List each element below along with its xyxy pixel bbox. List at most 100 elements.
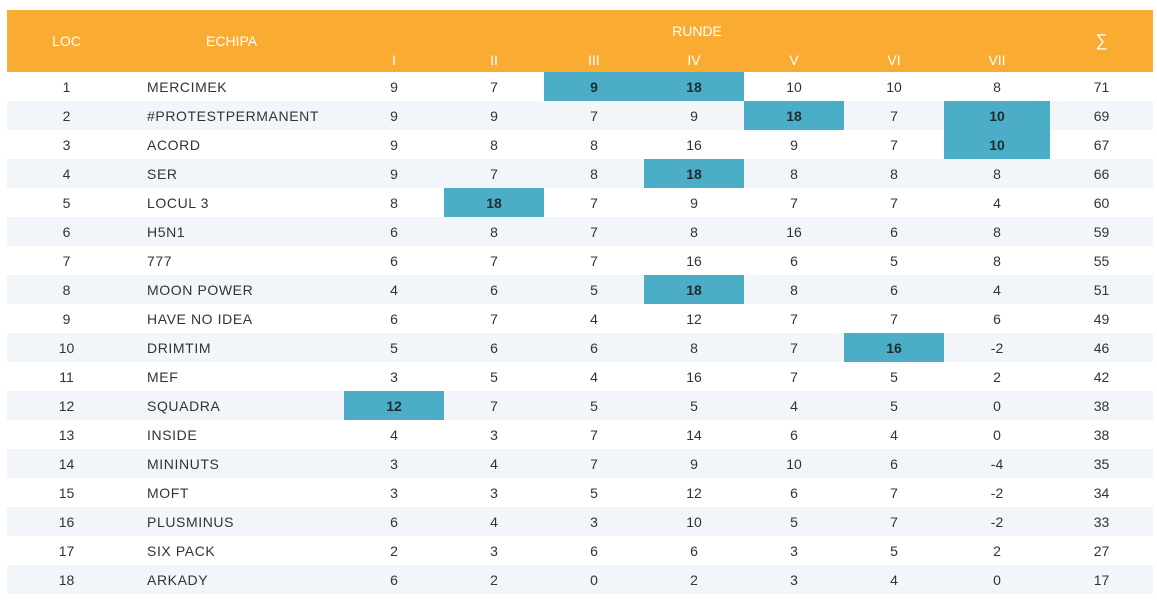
score-cell-round-1: 9 — [344, 72, 444, 101]
score-cell-round-6: 5 — [844, 391, 944, 420]
rank-cell: 12 — [7, 391, 126, 420]
score-cell-round-5: 6 — [744, 420, 844, 449]
team-cell: MOON POWER — [126, 275, 344, 304]
table-row: 10 DRIMTIM 5 6 6 8 7 16 -2 46 — [7, 333, 1154, 362]
total-cell: 49 — [1050, 304, 1154, 333]
table-row: 2 #PROTESTPERMANENT 9 9 7 9 18 7 10 69 — [7, 101, 1154, 130]
score-cell-round-3: 8 — [544, 159, 644, 188]
header-sum[interactable]: ∑ — [1050, 10, 1154, 72]
team-name: MOON POWER — [147, 281, 254, 298]
table-row: 17 SIX PACK 2 3 6 6 3 5 2 27 — [7, 536, 1154, 565]
score-cell-round-1: 9 — [344, 101, 444, 130]
score-cell-round-1: 3 — [344, 478, 444, 507]
total-cell: 69 — [1050, 101, 1154, 130]
total-cell: 55 — [1050, 246, 1154, 275]
score-cell-round-5: 18 — [744, 101, 844, 130]
total-cell: 38 — [1050, 391, 1154, 420]
score-cell-round-5: 4 — [744, 391, 844, 420]
table-row: 6 H5N1 6 8 7 8 16 6 8 59 — [7, 217, 1154, 246]
table-row: 1 MERCIMEK 9 7 9 18 10 10 8 71 — [7, 72, 1154, 101]
score-cell-round-2: 7 — [444, 391, 544, 420]
header-round-2[interactable]: II — [444, 39, 544, 72]
team-name: DRIMTIM — [147, 339, 212, 356]
score-cell-round-5: 9 — [744, 130, 844, 159]
score-cell-round-4: 5 — [644, 391, 744, 420]
team-name: SER — [147, 165, 178, 182]
score-cell-round-5: 7 — [744, 188, 844, 217]
header-loc[interactable]: LOC — [7, 10, 126, 72]
total-cell: 67 — [1050, 130, 1154, 159]
team-name: PLUSMINUS — [147, 513, 235, 530]
table-row: 13 INSIDE 4 3 7 14 6 4 0 38 — [7, 420, 1154, 449]
header-round-7[interactable]: VII — [944, 39, 1051, 72]
score-cell-round-1: 5 — [344, 333, 444, 362]
team-name: ACORD — [147, 136, 201, 153]
table-row: 3 ACORD 9 8 8 16 9 7 10 67 — [7, 130, 1154, 159]
score-cell-round-3: 0 — [544, 565, 644, 594]
score-cell-round-7: 8 — [944, 72, 1051, 101]
score-cell-round-4: 18 — [644, 72, 744, 101]
score-cell-round-5: 7 — [744, 333, 844, 362]
score-cell-round-7: 0 — [944, 565, 1051, 594]
total-cell: 51 — [1050, 275, 1154, 304]
team-name: INSIDE — [147, 426, 198, 443]
table-row: 16 PLUSMINUS 6 4 3 10 5 7 -2 33 — [7, 507, 1154, 536]
score-cell-round-7: 2 — [944, 362, 1051, 391]
table-body: 1 MERCIMEK 9 7 9 18 10 10 8 71 2 #PROTESTPERMANENT 9… — [7, 72, 1154, 594]
standings-table: LOC ECHIPA RUNDE ∑ I II III IV V VI VII 1 MERCI… — [7, 10, 1154, 594]
header-round-1[interactable]: I — [344, 39, 444, 72]
score-cell-round-1: 9 — [344, 130, 444, 159]
team-cell: SQUADRA — [126, 391, 344, 420]
team-name: ARKADY — [147, 571, 209, 588]
score-cell-round-4: 9 — [644, 188, 744, 217]
rank-cell: 15 — [7, 478, 126, 507]
score-cell-round-1: 6 — [344, 565, 444, 594]
header-round-3[interactable]: III — [544, 39, 644, 72]
score-cell-round-3: 4 — [544, 362, 644, 391]
total-cell: 46 — [1050, 333, 1154, 362]
score-cell-round-4: 8 — [644, 333, 744, 362]
table-row: 8 MOON POWER 4 6 5 18 8 6 4 51 — [7, 275, 1154, 304]
total-cell: 17 — [1050, 565, 1154, 594]
score-cell-round-6: 7 — [844, 304, 944, 333]
score-cell-round-1: 4 — [344, 420, 444, 449]
header-round-4[interactable]: IV — [644, 39, 744, 72]
total-cell: 71 — [1050, 72, 1154, 101]
team-name: LOCUL 3 — [147, 194, 210, 211]
score-cell-round-6: 7 — [844, 478, 944, 507]
team-name: #PROTESTPERMANENT — [147, 107, 319, 124]
score-cell-round-3: 3 — [544, 507, 644, 536]
score-cell-round-2: 8 — [444, 217, 544, 246]
team-name: MEF — [147, 368, 179, 385]
score-cell-round-5: 5 — [744, 507, 844, 536]
standings-table-container: LOC ECHIPA RUNDE ∑ I II III IV V VI VII 1 MERCI… — [7, 10, 1154, 594]
score-cell-round-7: -4 — [944, 449, 1051, 478]
team-cell: HAVE NO IDEA — [126, 304, 344, 333]
header-round-6[interactable]: VI — [844, 39, 944, 72]
header-rounds-title: RUNDE — [344, 10, 1051, 39]
score-cell-round-4: 6 — [644, 536, 744, 565]
score-cell-round-1: 6 — [344, 507, 444, 536]
score-cell-round-5: 7 — [744, 362, 844, 391]
score-cell-round-3: 8 — [544, 130, 644, 159]
score-cell-round-5: 8 — [744, 159, 844, 188]
score-cell-round-2: 3 — [444, 536, 544, 565]
score-cell-round-3: 7 — [544, 246, 644, 275]
score-cell-round-5: 10 — [744, 72, 844, 101]
header-round-5[interactable]: V — [744, 39, 844, 72]
team-cell: INSIDE — [126, 420, 344, 449]
header-team[interactable]: ECHIPA — [126, 10, 344, 72]
score-cell-round-6: 7 — [844, 188, 944, 217]
score-cell-round-4: 2 — [644, 565, 744, 594]
total-cell: 35 — [1050, 449, 1154, 478]
score-cell-round-3: 5 — [544, 478, 644, 507]
rank-cell: 16 — [7, 507, 126, 536]
score-cell-round-7: 0 — [944, 420, 1051, 449]
score-cell-round-6: 8 — [844, 159, 944, 188]
score-cell-round-5: 3 — [744, 536, 844, 565]
score-cell-round-4: 8 — [644, 217, 744, 246]
rank-cell: 4 — [7, 159, 126, 188]
rank-cell: 8 — [7, 275, 126, 304]
team-cell: MOFT — [126, 478, 344, 507]
team-name: SQUADRA — [147, 397, 221, 414]
